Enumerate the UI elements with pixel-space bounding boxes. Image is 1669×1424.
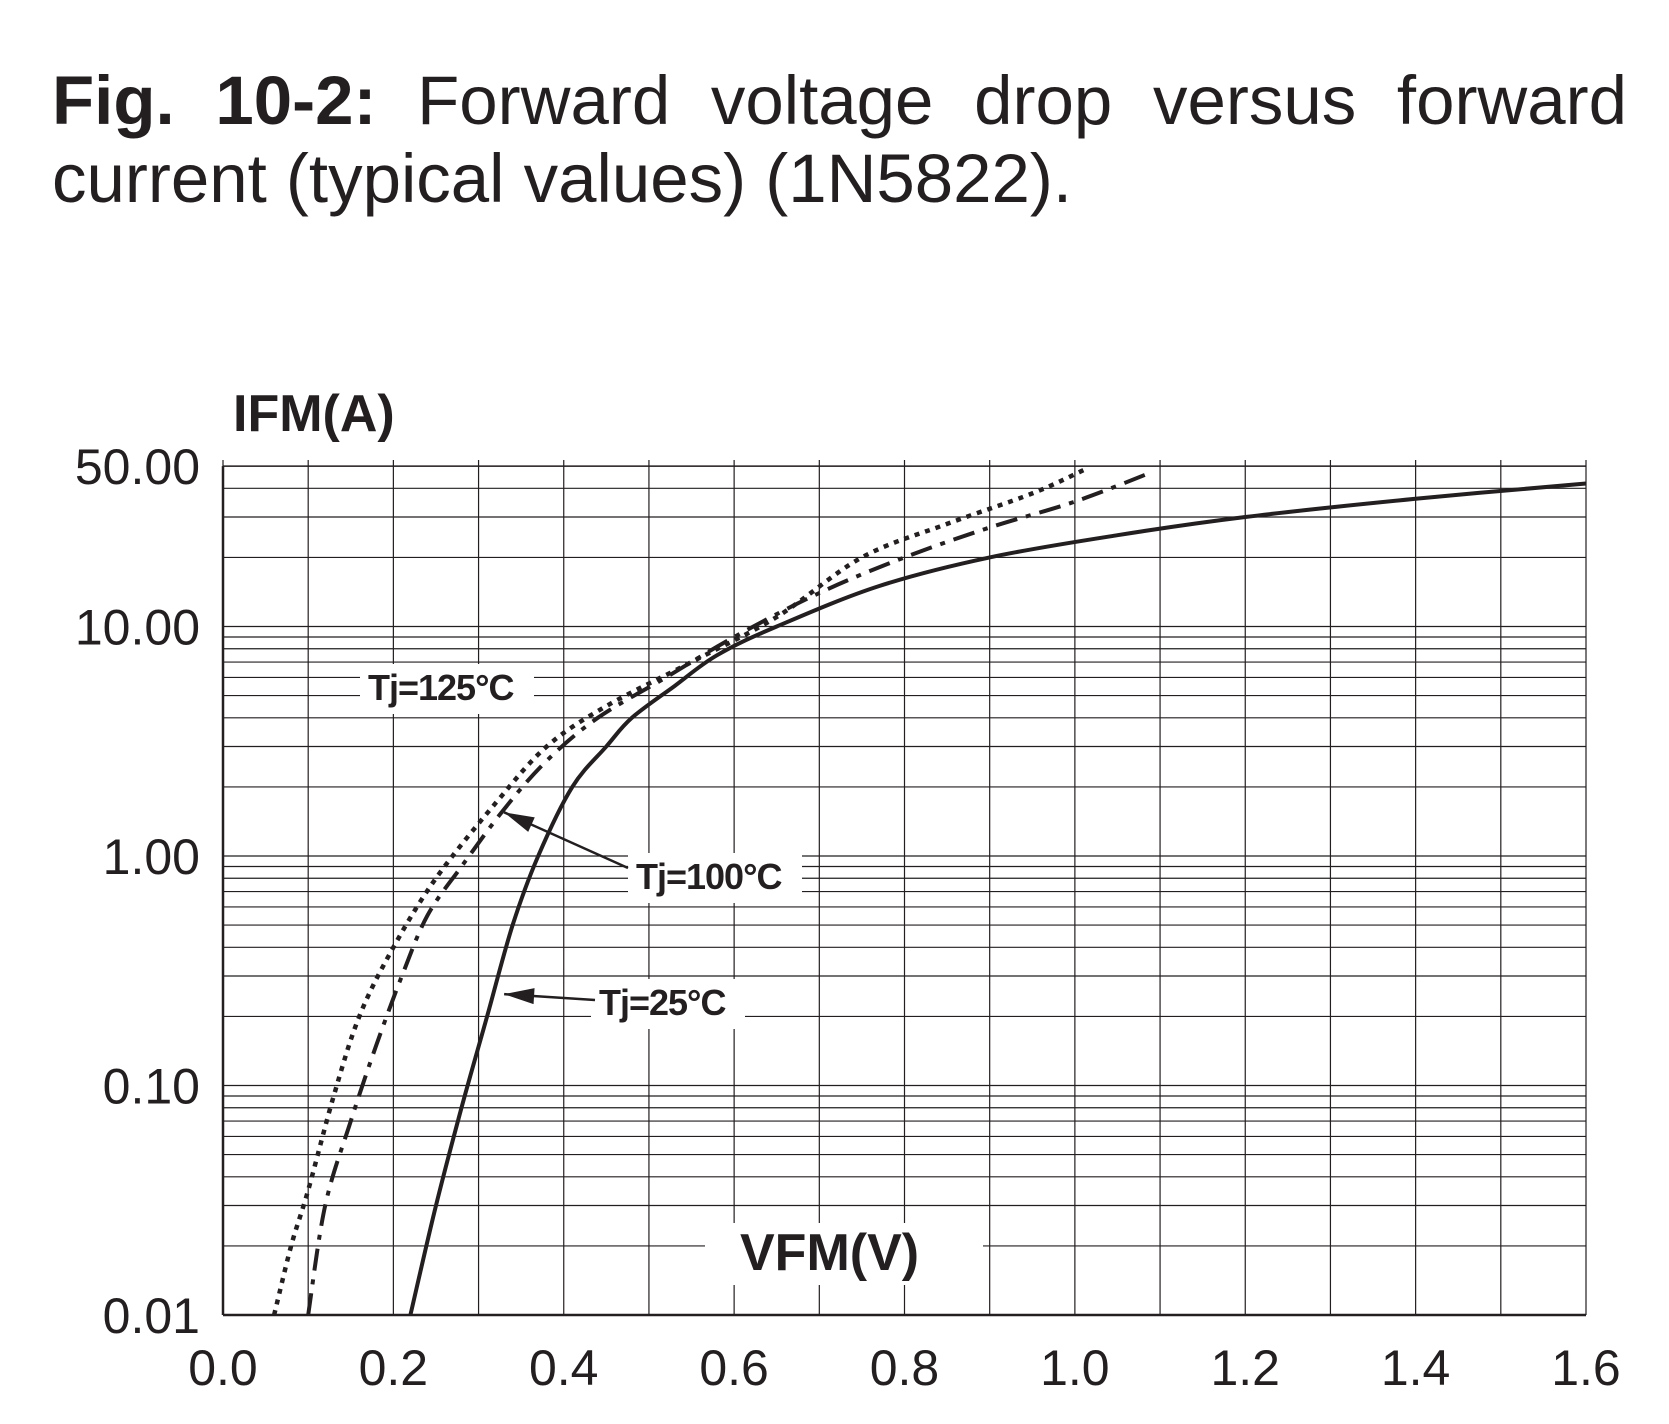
x-tick-label: 0.4 bbox=[529, 1340, 599, 1396]
grid bbox=[221, 460, 1587, 1317]
curve-label: Tj=25°C bbox=[599, 982, 726, 1023]
x-axis-title: VFM(V) bbox=[740, 1224, 919, 1282]
curve-label: Tj=125°C bbox=[368, 667, 514, 708]
y-tick-label: 50.00 bbox=[75, 439, 200, 495]
curves bbox=[271, 468, 1587, 1316]
x-tick-label: 1.0 bbox=[1040, 1340, 1110, 1396]
y-tick-label: 0.10 bbox=[103, 1059, 200, 1115]
y-axis-title: IFM(A) bbox=[233, 385, 395, 443]
x-tick-label: 0.8 bbox=[870, 1340, 940, 1396]
curve-label: Tj=100°C bbox=[636, 856, 782, 897]
curve-label-background bbox=[360, 664, 534, 714]
figure-number: Fig. 10-2: bbox=[52, 62, 377, 139]
y-tick-label: 0.01 bbox=[103, 1288, 200, 1344]
x-axis-title-background bbox=[705, 1223, 983, 1285]
x-tick-label: 0.0 bbox=[188, 1340, 258, 1396]
figure-caption: Fig. 10-2: Forward voltage drop versus f… bbox=[52, 62, 1627, 218]
tick-labels: 0.0 0.2 0.4 0.6 0.8 1.0 1.2 1.4 1.6 0.01 0.10 1.00 1… bbox=[75, 439, 1621, 1396]
curve-label-background bbox=[591, 979, 745, 1029]
annotations: Tj=125°C Tj=100°C Tj=25°C bbox=[360, 664, 802, 1029]
x-tick-label: 1.4 bbox=[1381, 1340, 1451, 1396]
y-tick-label: 1.00 bbox=[103, 829, 200, 885]
series-line bbox=[271, 468, 1085, 1316]
annotation-arrow-head bbox=[504, 988, 535, 1005]
x-tick-label: 1.6 bbox=[1551, 1340, 1621, 1396]
series-line bbox=[306, 470, 1153, 1316]
x-tick-label: 1.2 bbox=[1210, 1340, 1280, 1396]
figure-caption-text: Forward voltage drop versus forward curr… bbox=[52, 62, 1627, 217]
series-line bbox=[408, 481, 1587, 1316]
annotation-arrow-head bbox=[504, 812, 535, 832]
x-tick-label: 0.2 bbox=[359, 1340, 429, 1396]
x-tick-label: 0.6 bbox=[699, 1340, 769, 1396]
y-tick-label: 10.00 bbox=[75, 600, 200, 656]
curve-label-background bbox=[628, 853, 802, 903]
